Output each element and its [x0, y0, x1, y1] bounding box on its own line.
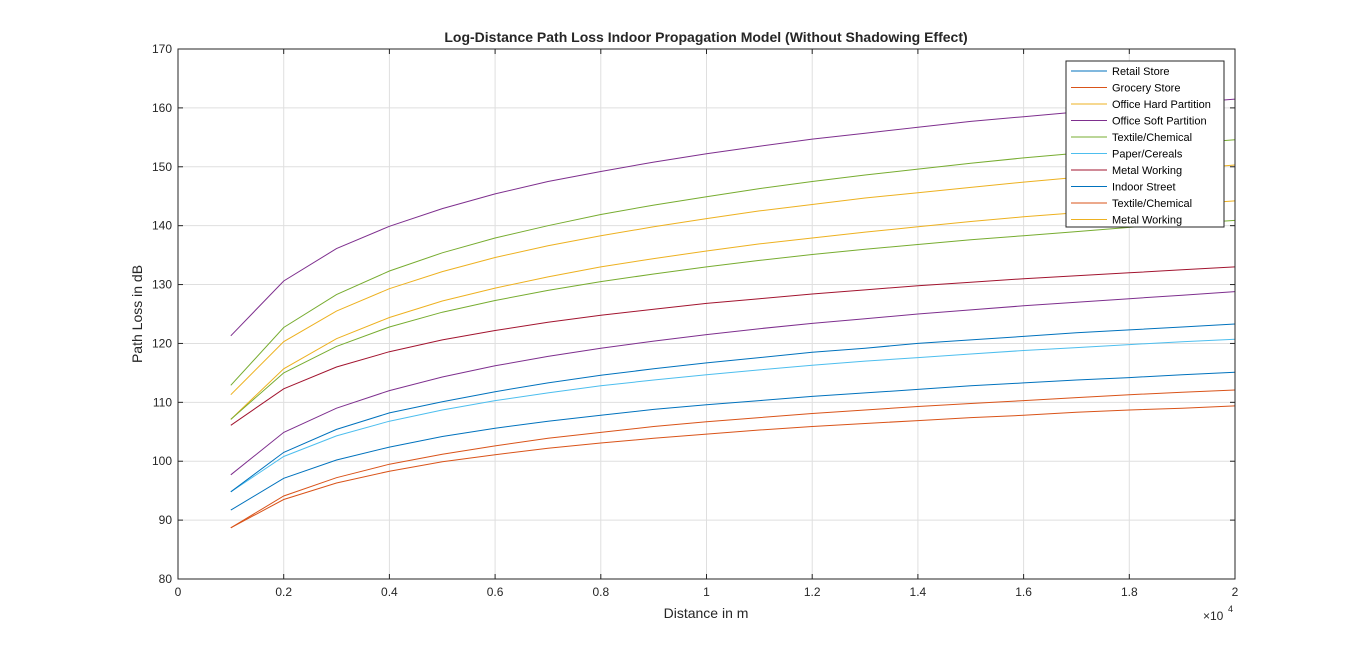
- series-line-2: [230, 389, 1236, 529]
- legend-items: Retail Store Grocery Store Office Hard Par…: [1071, 66, 1211, 227]
- legend-label: Office Soft Partition: [1112, 116, 1207, 128]
- x-tick-label: 0.6: [487, 585, 504, 599]
- legend-label: Indoor Street: [1112, 182, 1176, 194]
- y-tick-label: 160: [152, 101, 172, 115]
- y-tick-label: 130: [152, 278, 172, 292]
- series-line-9: [230, 405, 1236, 529]
- series-line-1: [230, 371, 1236, 511]
- x-tick-label: 0.8: [592, 585, 609, 599]
- y-tick-label: 90: [159, 513, 173, 527]
- legend-label: Grocery Store: [1112, 83, 1180, 95]
- x-tick-label: 1: [703, 585, 710, 599]
- y-tick-label: 120: [152, 336, 172, 350]
- y-tick-label: 170: [152, 42, 172, 56]
- y-tick-label: 110: [153, 395, 172, 409]
- series-line-7: [230, 266, 1236, 426]
- y-tick-label: 100: [152, 454, 172, 468]
- x-exponent-base: ×10: [1203, 609, 1224, 623]
- x-tick-label: 1.2: [804, 585, 821, 599]
- x-axis-label: Distance in m: [664, 605, 749, 621]
- x-tick-label: 0.4: [381, 585, 398, 599]
- chart-title: Log-Distance Path Loss Indoor Propagatio…: [444, 29, 967, 45]
- y-tick-label: 140: [152, 219, 172, 233]
- x-tick-label: 1.6: [1015, 585, 1032, 599]
- x-exponent-label: ×10 4: [1203, 604, 1233, 623]
- series-line-6: [230, 338, 1236, 493]
- series-line-11: [230, 291, 1236, 476]
- x-tick-label: 2: [1232, 585, 1239, 599]
- x-tick-labels: 0 0.2 0.4 0.6 0.8 1 1.2 1.4 1.6 1.8 2: [175, 585, 1239, 599]
- legend-label: Textile/Chemical: [1112, 198, 1192, 210]
- x-tick-label: 0.2: [275, 585, 292, 599]
- y-tick-label: 80: [159, 572, 173, 586]
- series-line-8: [230, 323, 1236, 493]
- legend-label: Office Hard Partition: [1112, 99, 1211, 111]
- x-tick-label: 1.4: [910, 585, 927, 599]
- tick-marks: [177, 48, 1236, 580]
- x-tick-label: 1.8: [1121, 585, 1138, 599]
- legend-label: Textile/Chemical: [1112, 132, 1192, 144]
- x-tick-label: 0: [175, 585, 182, 599]
- legend-label: Paper/Cereals: [1112, 149, 1183, 161]
- y-axis-label: Path Loss in dB: [129, 265, 145, 363]
- series-line-12: [230, 219, 1236, 420]
- legend-label: Retail Store: [1112, 66, 1169, 78]
- y-tick-labels: 80 90 100 110 120 130 140 150 160 170: [152, 42, 172, 586]
- x-exponent-power: 4: [1228, 604, 1233, 614]
- legend-box: [1065, 60, 1225, 228]
- y-tick-label: 150: [152, 160, 172, 174]
- legend-label: Metal Working: [1112, 215, 1182, 227]
- legend-label: Metal Working: [1112, 165, 1182, 177]
- legend[interactable]: Retail Store Grocery Store Office Hard Par…: [1065, 60, 1225, 228]
